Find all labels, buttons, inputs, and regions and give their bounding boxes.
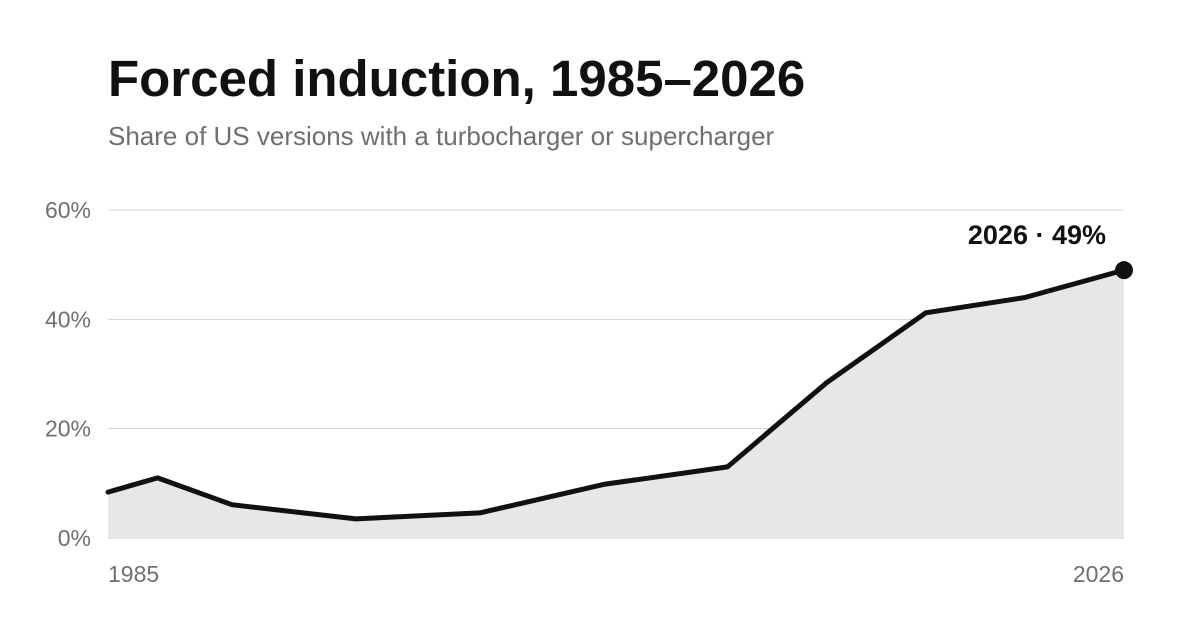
- y-tick-label: 0%: [58, 525, 91, 551]
- x-axis-ticks: 1985 2026: [108, 561, 1124, 587]
- end-point-marker: [1115, 261, 1133, 280]
- series-line: [105, 267, 1127, 522]
- y-tick-label: 20%: [45, 416, 91, 442]
- end-marker-group: 2026 · 49%: [968, 220, 1133, 280]
- chart-subtitle: Share of US versions with a turbocharger…: [108, 121, 775, 151]
- series-line-group: [105, 267, 1127, 522]
- chart-title: Forced induction, 1985–2026: [108, 50, 806, 107]
- y-tick-label: 60%: [45, 197, 91, 223]
- end-value-label: 2026 · 49%: [968, 220, 1106, 250]
- area-fill: [108, 270, 1124, 538]
- y-axis-ticks: 0% 20% 40% 60%: [45, 197, 91, 551]
- x-tick-label: 2026: [1073, 561, 1124, 587]
- area-fill-group: [108, 270, 1124, 538]
- y-tick-label: 40%: [45, 306, 91, 332]
- x-tick-label: 1985: [108, 561, 159, 587]
